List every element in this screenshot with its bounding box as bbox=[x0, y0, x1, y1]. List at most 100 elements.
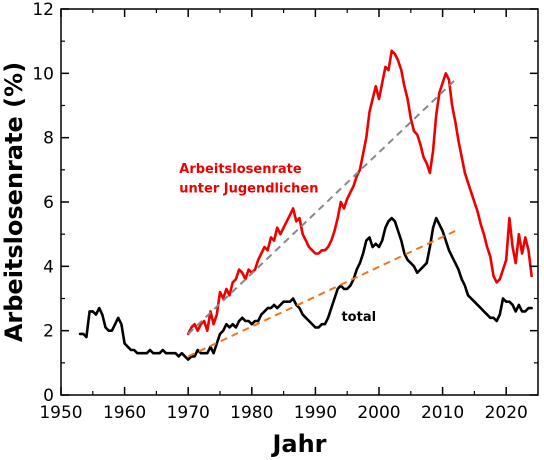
data-point-total bbox=[193, 355, 196, 358]
data-point-youth bbox=[212, 323, 215, 326]
y-tick-label: 10 bbox=[32, 64, 54, 84]
data-point-youth bbox=[359, 168, 361, 171]
data-point-total bbox=[346, 288, 349, 290]
data-point-youth bbox=[228, 294, 231, 297]
data-point-youth bbox=[273, 239, 275, 242]
data-point-total bbox=[244, 320, 247, 322]
annotation-youth-label-1: Arbeitslosenrate bbox=[179, 162, 302, 177]
data-point-youth bbox=[435, 114, 438, 117]
data-point-total bbox=[285, 300, 288, 303]
data-point-youth bbox=[403, 85, 406, 88]
data-point-total bbox=[152, 352, 155, 355]
data-point-total bbox=[492, 316, 495, 319]
data-point-youth bbox=[209, 310, 212, 313]
data-point-youth bbox=[521, 252, 523, 255]
data-point-total bbox=[136, 352, 139, 355]
data-point-total bbox=[464, 284, 466, 287]
data-point-total bbox=[406, 259, 409, 261]
data-point-youth bbox=[215, 313, 218, 316]
data-point-total bbox=[381, 239, 384, 242]
trendline-youth-trend bbox=[187, 79, 457, 335]
data-point-youth bbox=[196, 329, 199, 332]
data-point-total bbox=[155, 352, 158, 355]
data-point-total bbox=[82, 333, 85, 335]
data-point-total bbox=[88, 310, 91, 313]
data-point-total bbox=[457, 268, 460, 271]
data-point-total bbox=[390, 217, 393, 220]
data-point-total bbox=[374, 242, 377, 245]
data-point-youth bbox=[400, 69, 403, 71]
data-point-youth bbox=[330, 239, 333, 242]
data-point-youth bbox=[311, 249, 314, 252]
data-point-total bbox=[483, 310, 485, 313]
data-point-total bbox=[79, 333, 81, 335]
data-point-youth bbox=[527, 249, 530, 252]
data-point-youth bbox=[479, 223, 482, 226]
data-point-youth bbox=[406, 98, 409, 100]
data-point-total bbox=[314, 326, 317, 329]
data-point-total bbox=[212, 352, 215, 355]
data-point-youth bbox=[498, 278, 501, 281]
data-point-total bbox=[419, 268, 422, 271]
data-point-youth bbox=[502, 268, 504, 271]
data-point-youth bbox=[339, 201, 342, 203]
data-point-youth bbox=[381, 82, 384, 84]
data-point-total bbox=[530, 307, 533, 309]
data-point-youth bbox=[301, 233, 304, 236]
data-point-youth bbox=[368, 111, 371, 113]
data-point-total bbox=[498, 313, 501, 316]
data-point-total bbox=[196, 349, 199, 351]
data-point-total bbox=[397, 230, 399, 232]
data-point-youth bbox=[352, 185, 355, 187]
data-point-youth bbox=[282, 226, 285, 229]
data-point-total bbox=[200, 352, 202, 355]
data-point-youth bbox=[457, 140, 460, 142]
data-point-youth bbox=[495, 281, 498, 284]
data-point-youth bbox=[314, 252, 317, 255]
x-axis-ticks: 1950 1960 1970 1980 1990 2000 2010 2020 bbox=[39, 9, 528, 423]
y-tick-label: 8 bbox=[43, 129, 54, 149]
data-point-total bbox=[104, 326, 107, 329]
data-point-youth bbox=[464, 172, 466, 174]
data-point-total bbox=[489, 316, 492, 319]
plot-lines bbox=[78, 49, 533, 361]
y-tick-label: 4 bbox=[43, 257, 54, 277]
data-point-total bbox=[435, 217, 438, 220]
data-point-total bbox=[117, 316, 120, 319]
data-point-youth bbox=[467, 181, 469, 184]
data-point-total bbox=[362, 252, 364, 255]
y-tick-label: 6 bbox=[43, 193, 54, 213]
data-point-total bbox=[514, 310, 517, 313]
data-point-youth bbox=[324, 249, 326, 252]
data-point-youth bbox=[333, 230, 336, 232]
data-point-total bbox=[257, 320, 260, 322]
data-point-total bbox=[324, 323, 326, 326]
annotation-youth-label-2: unter Jugendlichen bbox=[179, 181, 318, 196]
data-point-total bbox=[168, 352, 171, 355]
data-point-total bbox=[454, 262, 457, 264]
data-point-youth bbox=[266, 249, 269, 252]
data-point-total bbox=[387, 220, 390, 223]
data-point-total bbox=[250, 323, 253, 326]
data-point-youth bbox=[305, 239, 307, 242]
data-point-total bbox=[495, 320, 498, 322]
data-point-total bbox=[180, 352, 183, 355]
data-point-total bbox=[133, 349, 136, 351]
data-point-total bbox=[171, 352, 174, 355]
data-point-youth bbox=[289, 214, 291, 216]
data-point-youth bbox=[206, 329, 209, 332]
data-point-total bbox=[451, 255, 453, 258]
data-point-youth bbox=[263, 246, 266, 248]
data-point-total bbox=[371, 246, 374, 248]
data-point-youth bbox=[530, 275, 533, 277]
data-point-youth bbox=[476, 210, 479, 213]
data-point-youth bbox=[298, 217, 301, 220]
data-point-total bbox=[225, 323, 228, 326]
data-point-youth bbox=[193, 323, 196, 326]
data-point-total bbox=[343, 288, 345, 290]
data-point-youth bbox=[470, 191, 473, 194]
data-point-total bbox=[95, 313, 97, 316]
trendline-total-trend bbox=[187, 230, 456, 358]
data-point-youth bbox=[219, 291, 221, 293]
data-point-youth bbox=[483, 233, 485, 236]
